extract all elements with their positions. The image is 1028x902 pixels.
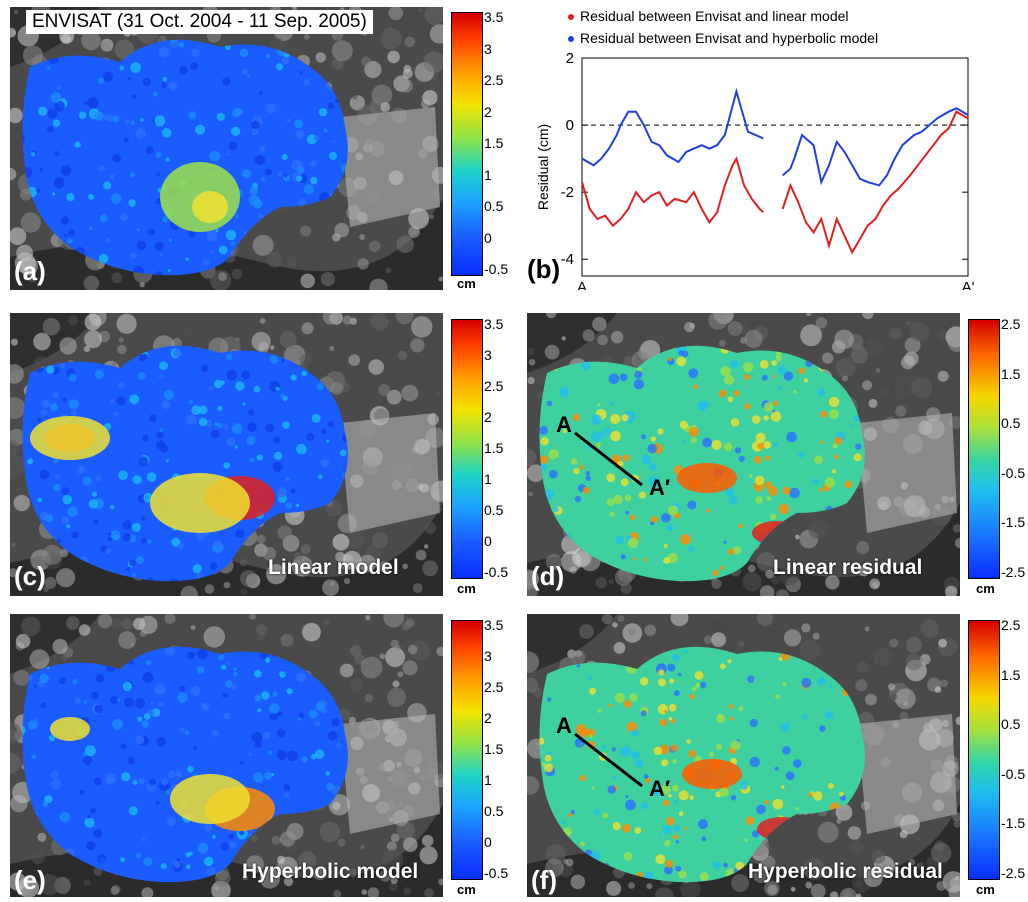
colorbar-tick: 1.5 bbox=[484, 135, 504, 151]
x-tick-label: A' bbox=[962, 279, 975, 290]
series-line bbox=[581, 87, 764, 167]
y-tick-label: 2 bbox=[566, 50, 574, 67]
panel-f-caption: Hyperbolic residual bbox=[748, 860, 943, 883]
colorbar-tick: -0.5 bbox=[484, 564, 509, 580]
colorbar-tick: 2 bbox=[484, 710, 492, 726]
colorbar-c-unit: cm bbox=[457, 581, 476, 596]
y-tick-label: 0 bbox=[566, 117, 574, 134]
plot-frame bbox=[581, 57, 969, 277]
colorbar-d bbox=[968, 319, 1000, 579]
residual-profile-chart: 2 0 -2 -4A A' Residual (cm) bbox=[535, 50, 975, 290]
profile-start-f: A bbox=[556, 713, 572, 738]
colorbar-tick: -0.5 bbox=[484, 261, 509, 277]
colorbar-tick: 0.5 bbox=[1001, 716, 1021, 733]
colorbar-tick: 2.5 bbox=[484, 679, 504, 695]
colorbar-tick: -0.5 bbox=[1001, 464, 1026, 481]
series-line bbox=[781, 110, 969, 255]
colorbar-tick: 1.5 bbox=[1001, 666, 1021, 683]
colorbar-tick: 0.5 bbox=[484, 502, 504, 518]
colorbar-tick: 0 bbox=[484, 533, 492, 549]
profile-line-d bbox=[574, 431, 643, 487]
colorbar-tick: 1 bbox=[484, 166, 492, 183]
hyperbolic-residual-map bbox=[527, 614, 960, 897]
colorbar-tick: 1.5 bbox=[484, 440, 504, 456]
linear-residual-map bbox=[527, 313, 960, 596]
colorbar-f bbox=[968, 620, 1000, 880]
colorbar-tick: 2 bbox=[484, 409, 492, 425]
colorbar-tick: 2 bbox=[484, 103, 492, 120]
colorbar-tick: 3 bbox=[484, 347, 492, 363]
colorbar-d-unit: cm bbox=[976, 581, 995, 596]
colorbar-tick: 1.5 bbox=[1001, 365, 1021, 382]
colorbar-e bbox=[451, 620, 483, 880]
colorbar-tick: -2.5 bbox=[1001, 564, 1026, 580]
colorbar-tick: -2.5 bbox=[1001, 865, 1026, 881]
legend-label-hyperbolic: Residual between Envisat and hyperbolic … bbox=[580, 30, 879, 46]
colorbar-tick: 1 bbox=[484, 471, 492, 487]
x-tick-label: A bbox=[577, 279, 587, 290]
colorbar-a bbox=[451, 12, 483, 276]
hyperbolic-model-map bbox=[10, 614, 443, 897]
colorbar-tick: 0.5 bbox=[484, 198, 504, 214]
colorbar-tick: -0.5 bbox=[1001, 765, 1026, 782]
legend-item-linear: Residual between Envisat and linear mode… bbox=[568, 8, 849, 24]
panel-c-caption: Linear model bbox=[268, 556, 399, 579]
series-line bbox=[581, 156, 765, 228]
colorbar-e-unit: cm bbox=[457, 882, 476, 897]
legend-marker-hyperbolic bbox=[568, 36, 574, 43]
colorbar-tick: -0.5 bbox=[484, 865, 509, 881]
panel-c-label: (c) bbox=[14, 561, 46, 591]
panel-e-caption: Hyperbolic model bbox=[242, 860, 419, 883]
series-line bbox=[782, 107, 969, 187]
profile-end-f: A′ bbox=[649, 776, 671, 801]
colorbar-tick: 0 bbox=[484, 229, 492, 246]
panel-d-label: (d) bbox=[531, 561, 565, 591]
colorbar-tick: 3.5 bbox=[484, 316, 504, 332]
colorbar-a-unit: cm bbox=[457, 276, 476, 291]
colorbar-tick: 1 bbox=[484, 772, 492, 788]
envisat-deformation-map bbox=[10, 7, 443, 290]
colorbar-c bbox=[451, 319, 483, 579]
colorbar-tick: 0 bbox=[484, 834, 492, 850]
linear-model-map bbox=[10, 313, 443, 596]
legend-label-linear: Residual between Envisat and linear mode… bbox=[580, 8, 849, 24]
colorbar-tick: 3.5 bbox=[484, 617, 504, 633]
colorbar-tick: 3.5 bbox=[484, 9, 504, 25]
panel-f-label: (f) bbox=[531, 865, 557, 895]
colorbar-tick: 2.5 bbox=[484, 378, 504, 394]
legend-item-hyperbolic: Residual between Envisat and hyperbolic … bbox=[568, 30, 878, 46]
y-tick-label: -2 bbox=[561, 184, 574, 201]
legend-marker-linear bbox=[568, 14, 574, 21]
panel-a-title: ENVISAT (31 Oct. 2004 - 11 Sep. 2005) bbox=[26, 10, 373, 34]
colorbar-tick: 1.5 bbox=[484, 741, 504, 757]
colorbar-f-unit: cm bbox=[976, 882, 995, 897]
colorbar-tick: 2.5 bbox=[1001, 316, 1021, 332]
colorbar-tick: 3 bbox=[484, 40, 492, 57]
colorbar-tick: 3 bbox=[484, 648, 492, 664]
panel-d-caption: Linear residual bbox=[773, 556, 923, 579]
y-tick-label: -4 bbox=[561, 251, 574, 268]
colorbar-tick: 0.5 bbox=[1001, 415, 1021, 432]
panel-e-label: (e) bbox=[14, 865, 46, 895]
profile-start-d: A bbox=[556, 412, 572, 437]
panel-b-label: (b) bbox=[527, 254, 561, 284]
colorbar-tick: 0.5 bbox=[484, 803, 504, 819]
profile-line-f bbox=[574, 732, 643, 788]
colorbar-tick: -1.5 bbox=[1001, 514, 1026, 531]
panel-a-label: (a) bbox=[14, 256, 46, 286]
y-axis-label: Residual (cm) bbox=[535, 124, 551, 210]
colorbar-tick: 2.5 bbox=[1001, 617, 1021, 633]
colorbar-tick: -1.5 bbox=[1001, 815, 1026, 832]
colorbar-tick: 2.5 bbox=[484, 72, 504, 88]
profile-end-d: A′ bbox=[649, 475, 671, 500]
